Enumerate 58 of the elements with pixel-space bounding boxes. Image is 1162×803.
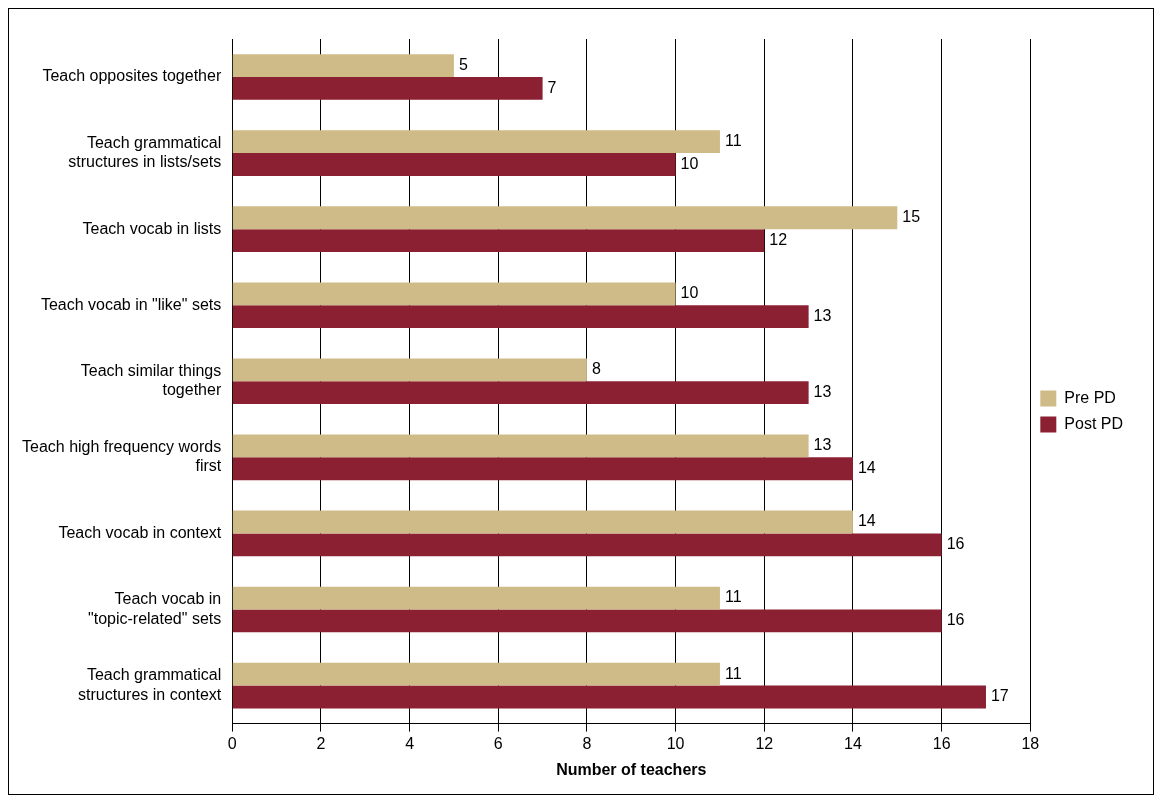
y-tick-label: Teach high frequency words first [21,438,222,475]
x-tick-label: 2 [316,734,326,752]
x-tick-label: 8 [582,734,592,752]
bar [232,282,676,306]
bar [232,434,809,458]
y-tick-label: Teach opposites together [42,67,222,85]
y-tick-label: Teach grammatical structures in lists/sets [68,133,222,171]
bar [232,533,942,557]
data-label: 16 [946,611,965,629]
data-label: 8 [591,360,601,378]
data-label: 13 [813,383,832,401]
data-label: 11 [724,588,742,606]
bar [232,358,587,382]
x-tick-label: 16 [932,734,951,752]
data-label: 13 [813,436,832,454]
y-tick-label: Teach vocab in context [58,523,222,541]
bar [232,54,454,78]
x-tick-label: 12 [755,734,774,752]
bar [232,77,543,100]
data-label: 7 [547,78,557,96]
data-label: 15 [902,208,921,226]
bar [232,685,986,709]
data-label: 10 [680,154,699,172]
data-label: 5 [458,56,468,74]
bar [232,206,898,230]
bar [232,662,720,686]
legend-label: Post PD [1064,414,1123,432]
y-tick-label: Teach vocab in "like" sets [40,295,222,313]
data-label: 13 [813,307,832,325]
data-label: 16 [946,535,965,553]
bar [232,229,765,252]
bar [232,586,720,610]
bar [232,130,720,154]
y-tick-label: Teach grammatical structures in context [78,666,222,703]
y-tick-label: Teach similar things together [80,362,222,399]
bar [232,381,809,405]
data-label: 17 [990,687,1009,705]
data-label: 14 [857,512,876,530]
bar [232,305,809,329]
data-label: 11 [724,132,742,150]
bar [232,153,676,176]
x-tick-label: 10 [666,734,685,752]
data-label: 14 [857,459,876,477]
bar [232,457,853,481]
x-tick-label: 6 [493,734,503,752]
legend-label: Pre PD [1064,388,1116,406]
bar [232,510,853,534]
x-axis-title: Number of teachers [556,760,707,778]
data-label: 12 [769,230,788,248]
data-label: 10 [680,284,699,302]
x-tick-label: 0 [227,734,237,752]
y-tick-label: Teach vocab in "topic-related" sets [88,590,222,627]
x-tick-label: 18 [1021,734,1040,752]
x-tick-label: 14 [844,734,862,752]
data-label: 11 [724,664,742,682]
bar [232,609,942,633]
x-tick-label: 4 [405,734,415,752]
y-tick-label: Teach vocab in lists [82,219,222,237]
